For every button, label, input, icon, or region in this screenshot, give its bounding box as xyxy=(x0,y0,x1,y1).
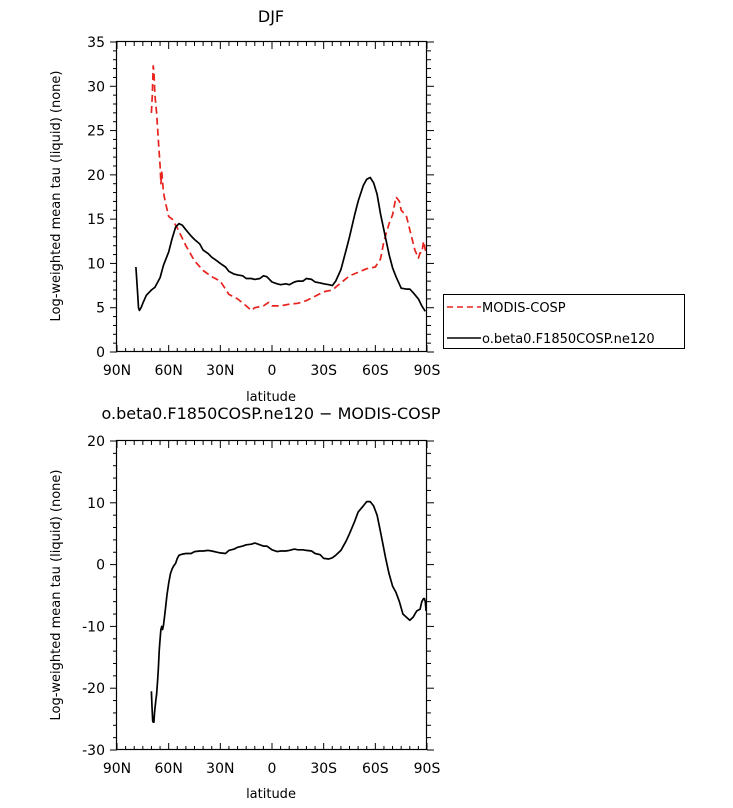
top-series-line-modis-cosp xyxy=(150,65,427,312)
top-xlabel: latitude xyxy=(246,390,296,405)
bottom-ytick-label: 20 xyxy=(87,434,105,450)
top-series-layer xyxy=(135,65,427,312)
bottom-xtick-label: 60S xyxy=(362,761,389,777)
legend: MODIS-COSP o.beta0.F1850COSP.ne120 xyxy=(443,294,685,349)
bottom-ytick-label: -30 xyxy=(82,743,105,759)
bottom-plot-frame xyxy=(115,439,428,751)
bottom-xtick-label: 60N xyxy=(155,761,183,777)
bottom-xtick-label: 30N xyxy=(206,761,234,777)
bottom-series-line-0 xyxy=(150,500,427,724)
top-panel: DJF 90N 60N 30N 0 30S 60S 90S 0 5 10 15 20 25 30 35 la… xyxy=(49,7,440,405)
top-ytick-label: 5 xyxy=(96,301,105,317)
top-xtick-label: 90N xyxy=(103,363,131,379)
bottom-ylabel: Log-weighted mean tau (liquid) (none) xyxy=(49,470,64,721)
top-ytick-label: 35 xyxy=(87,35,105,51)
top-ytick-label: 10 xyxy=(87,256,105,272)
top-ticks-layer: 90N 60N 30N 0 30S 60S 90S 0 5 10 15 20 25 30 35 xyxy=(87,35,440,379)
bottom-xtick-label: 0 xyxy=(268,761,277,777)
top-ytick-label: 0 xyxy=(96,345,105,361)
top-xtick-label: 60N xyxy=(155,363,183,379)
bottom-ticks-layer: 90N 60N 30N 0 30S 60S 90S -30 -20 -10 0 10 20 xyxy=(82,434,440,777)
legend-label-model: o.beta0.F1850COSP.ne120 xyxy=(482,332,655,347)
top-series-line-o-beta0-f1850cosp-ne120 xyxy=(135,176,427,312)
bottom-xtick-label: 90N xyxy=(103,761,131,777)
top-ytick-label: 25 xyxy=(87,124,105,140)
top-xtick-label: 90S xyxy=(414,363,441,379)
bottom-ytick-label: 0 xyxy=(96,558,105,574)
top-xtick-label: 30N xyxy=(206,363,234,379)
bottom-ytick-label: -20 xyxy=(82,681,105,697)
top-xtick-label: 0 xyxy=(268,363,277,379)
top-title: DJF xyxy=(258,7,284,26)
top-ytick-label: 15 xyxy=(87,212,105,228)
top-plot-frame xyxy=(115,40,428,353)
bottom-title: o.beta0.F1850COSP.ne120 − MODIS-COSP xyxy=(101,404,440,423)
top-ytick-label: 30 xyxy=(87,79,105,95)
top-xtick-label: 60S xyxy=(362,363,389,379)
bottom-ytick-label: -10 xyxy=(82,619,105,635)
bottom-xlabel: latitude xyxy=(246,787,296,802)
legend-label-modis: MODIS-COSP xyxy=(482,301,566,316)
bottom-panel: o.beta0.F1850COSP.ne120 − MODIS-COSP 90N… xyxy=(49,404,441,802)
top-ytick-label: 20 xyxy=(87,168,105,184)
legend-box xyxy=(443,294,685,349)
bottom-xtick-label: 90S xyxy=(414,761,441,777)
bottom-xtick-label: 30S xyxy=(310,761,337,777)
top-xtick-label: 30S xyxy=(310,363,337,379)
bottom-series-layer xyxy=(150,500,427,724)
bottom-ytick-label: 10 xyxy=(87,496,105,512)
top-ylabel: Log-weighted mean tau (liquid) (none) xyxy=(49,71,64,322)
